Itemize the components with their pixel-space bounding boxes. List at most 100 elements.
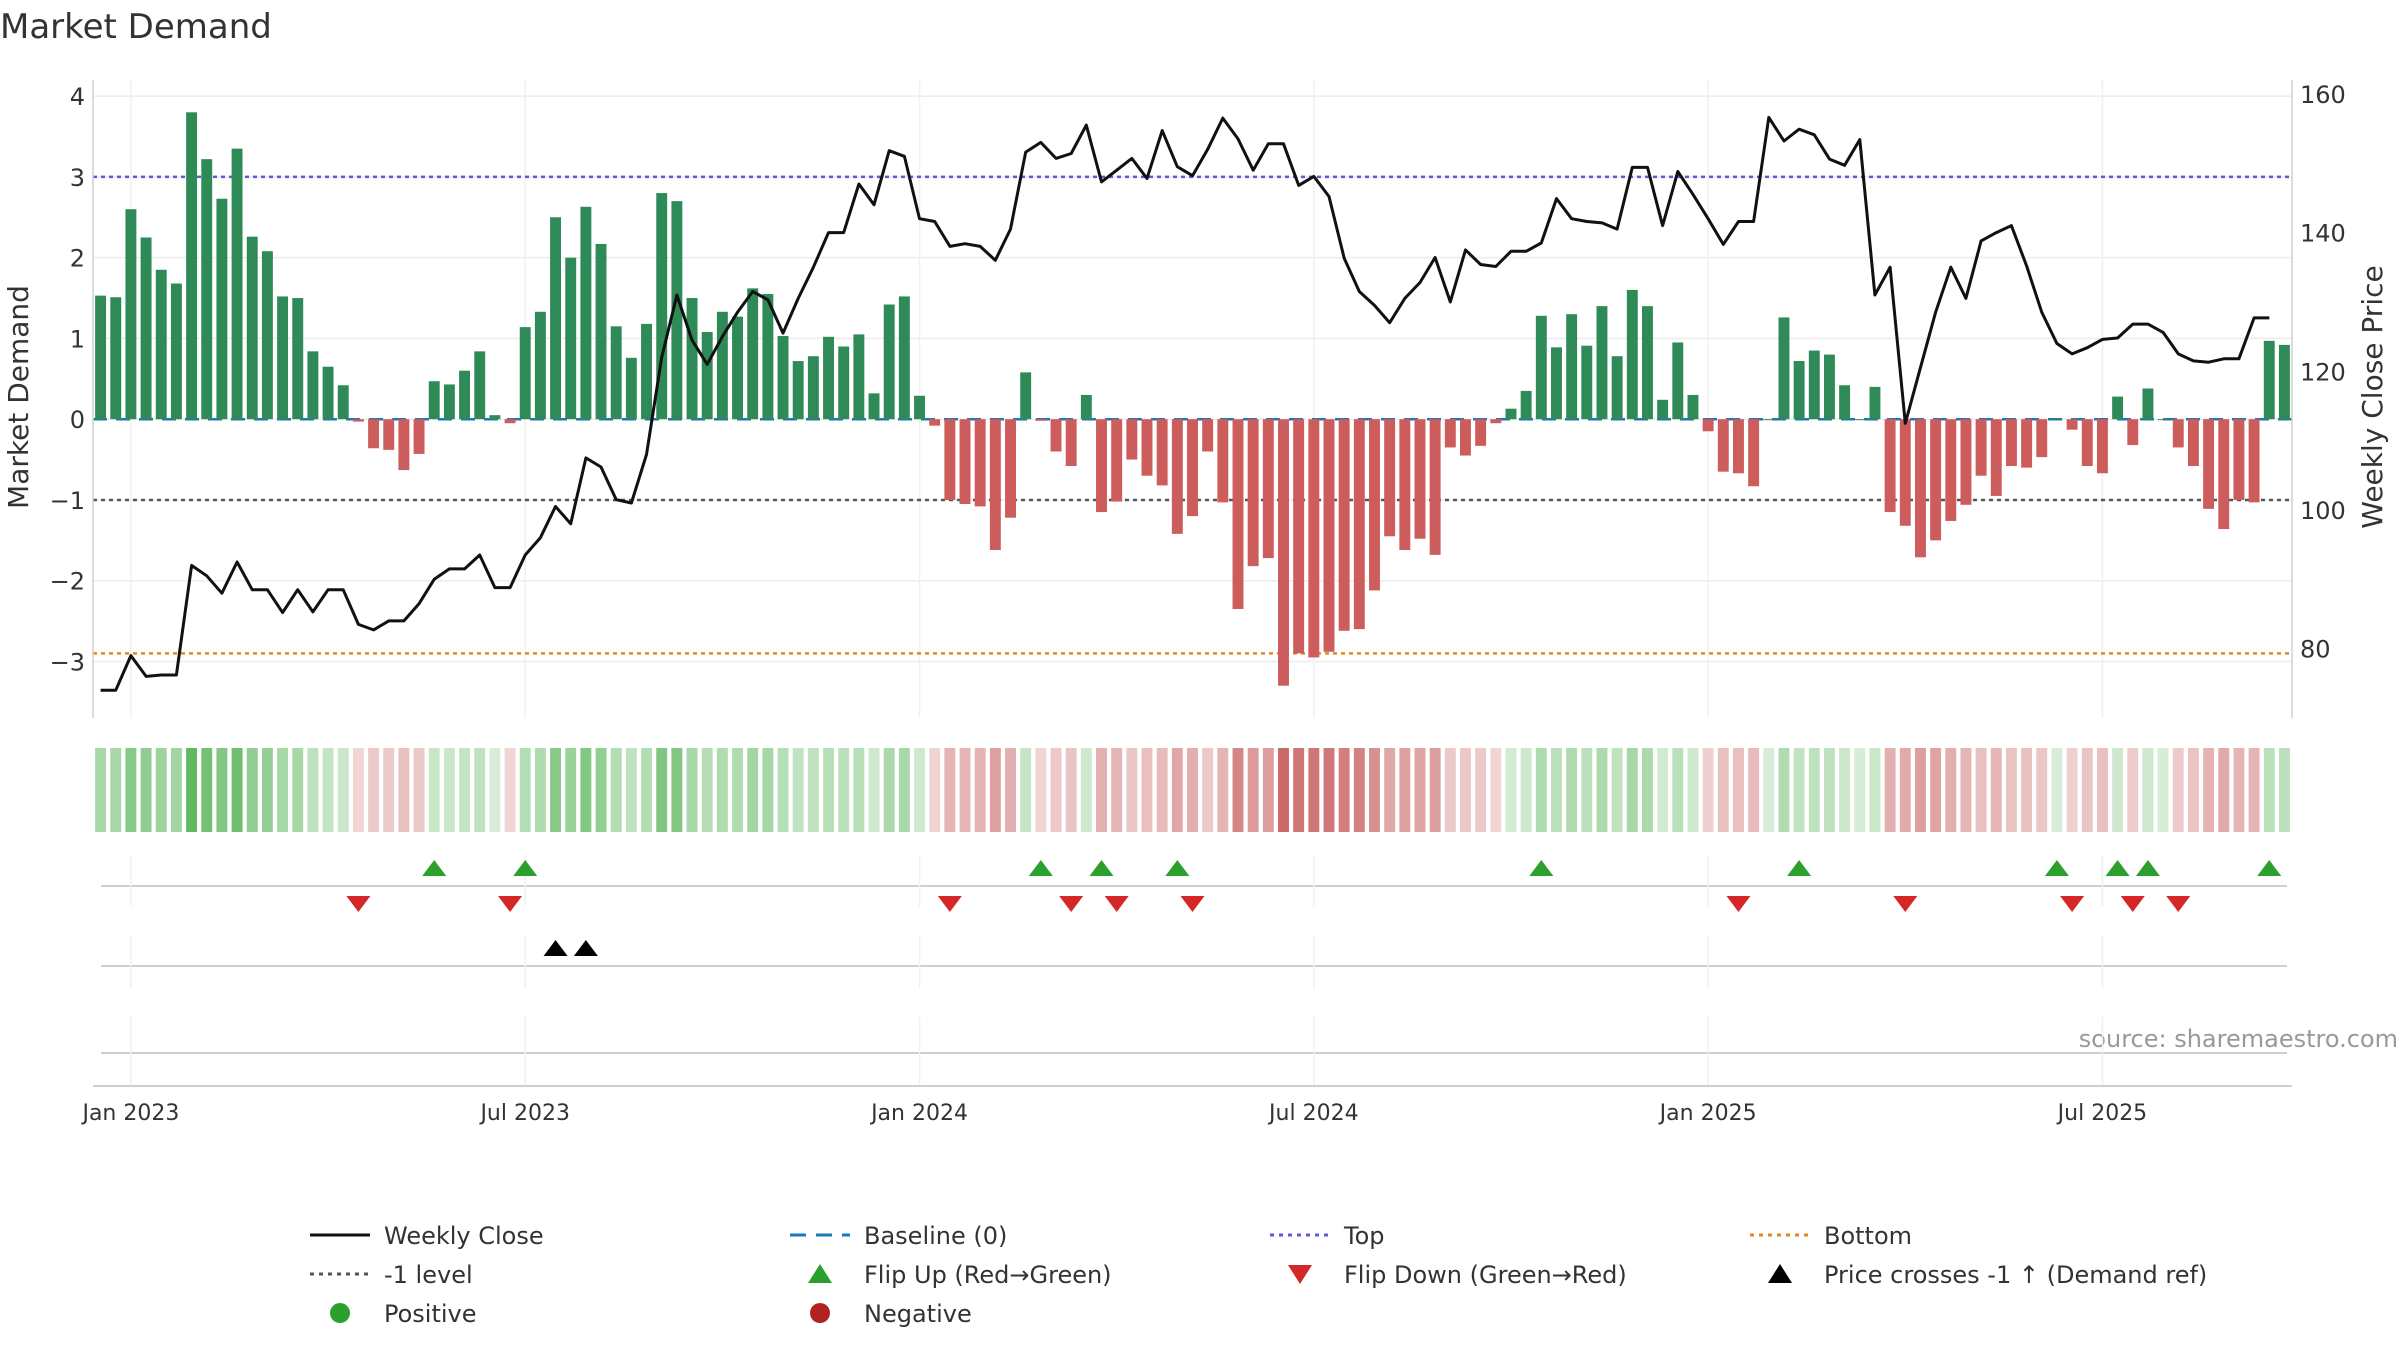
demand-bar (1657, 399, 1669, 420)
demand-bar (368, 419, 380, 449)
legend-label: Flip Down (Green→Red) (1344, 1261, 1627, 1289)
heat-cell (186, 748, 198, 832)
demand-bar (1278, 419, 1289, 686)
heat-cell (1717, 748, 1729, 832)
y-tick-label: 1 (70, 325, 85, 353)
y2-tick-label: 100 (2300, 497, 2346, 525)
heat-cell (2157, 748, 2169, 832)
heat-cell (2278, 748, 2290, 832)
heat-cell (1823, 748, 1835, 832)
demand-bar (2112, 396, 2124, 420)
demand-bar (216, 198, 228, 420)
heat-cell (307, 748, 319, 832)
demand-bar (989, 419, 1001, 551)
heat-cell (2096, 748, 2108, 832)
demand-bar (1823, 354, 1835, 420)
heat-cell (1657, 748, 1669, 832)
demand-bar (1460, 419, 1471, 456)
legend-swatch (330, 1303, 350, 1323)
heat-cell (1232, 748, 1244, 832)
heat-cell (747, 748, 759, 832)
demand-bar (1808, 350, 1820, 420)
demand-bar (2142, 388, 2154, 420)
legend-label: Negative (864, 1300, 972, 1328)
y2-tick-label: 120 (2300, 358, 2346, 386)
empty-panel (93, 1017, 2292, 1087)
heat-cell (1369, 748, 1380, 832)
heat-cell (625, 748, 637, 832)
demand-bar (1111, 419, 1123, 502)
legend-swatch (808, 1264, 832, 1283)
y-tick-labels: −3 −2 −1 0 1 2 3 4 (50, 83, 85, 676)
main-gridlines (93, 80, 2292, 718)
heat-cell (974, 748, 986, 832)
heat-cell (656, 748, 668, 832)
flip-up-marker (2257, 860, 2282, 876)
heat-cell (2142, 748, 2154, 832)
heat-cell (413, 748, 425, 832)
demand-bar (1232, 419, 1244, 609)
y-tick-label: −1 (50, 487, 85, 515)
y-tick-label: 4 (70, 83, 85, 111)
heat-cell (504, 748, 516, 832)
demand-bar (2157, 419, 2169, 421)
demand-bar (792, 361, 804, 420)
heat-cell (2203, 748, 2215, 832)
y-tick-label: −2 (50, 568, 85, 596)
weekly-close-line (100, 115, 2270, 692)
demand-bar (246, 236, 258, 420)
legend-swatch (810, 1303, 830, 1323)
demand-bar (807, 356, 819, 420)
heat-cell (1642, 748, 1653, 832)
heat-cell (1278, 748, 1289, 832)
demand-bar (671, 201, 683, 420)
heat-cell (777, 748, 789, 832)
heat-cell (1581, 748, 1593, 832)
demand-bar (2233, 419, 2245, 500)
heat-cell (292, 748, 304, 832)
legend-label: Top (1343, 1222, 1385, 1250)
heat-cell (1475, 748, 1487, 832)
heat-cell (1414, 748, 1426, 832)
chart-title: Market Demand (0, 7, 272, 47)
y2-tick-label: 160 (2300, 81, 2346, 109)
demand-bar (762, 294, 774, 420)
legend-label: Bottom (1824, 1222, 1912, 1250)
heat-cell (959, 748, 971, 832)
flip-up-marker (1028, 860, 1053, 876)
legend-item: -1 level (310, 1261, 473, 1289)
x-tick-label: Jul 2023 (478, 1101, 570, 1126)
y2-tick-label: 80 (2300, 636, 2331, 664)
legend-item: Baseline (0) (790, 1222, 1007, 1250)
heat-cell (337, 748, 349, 832)
demand-bar (1247, 419, 1259, 567)
demand-bar (504, 419, 516, 424)
flip-down-marker (937, 896, 962, 912)
flip-down-marker (1726, 896, 1751, 912)
heat-cell (989, 748, 1001, 832)
heat-cell (671, 748, 683, 832)
heat-cell (1930, 748, 1942, 832)
heat-cell (550, 748, 562, 832)
demand-bar (292, 298, 304, 420)
heat-cell (716, 748, 728, 832)
demand-bar (1596, 306, 1608, 420)
legend-item: Bottom (1750, 1222, 1912, 1250)
legend-item: Weekly Close (310, 1222, 544, 1250)
heat-cell (1293, 748, 1305, 832)
legend-label: Baseline (0) (864, 1222, 1007, 1250)
heat-cell (2263, 748, 2275, 832)
heat-cell (2036, 748, 2048, 832)
demand-bar (1399, 419, 1411, 551)
heat-cell (929, 748, 941, 832)
demand-bar (1732, 419, 1744, 474)
demand-bar (413, 419, 425, 454)
heat-cell (1702, 748, 1714, 832)
demand-bar (1672, 342, 1684, 420)
heat-cell (1914, 748, 1926, 832)
heat-cell (1778, 748, 1790, 832)
heat-cell (1884, 748, 1896, 832)
demand-bar (595, 243, 607, 420)
legend-item: Positive (330, 1300, 477, 1328)
heat-cell (580, 748, 592, 832)
